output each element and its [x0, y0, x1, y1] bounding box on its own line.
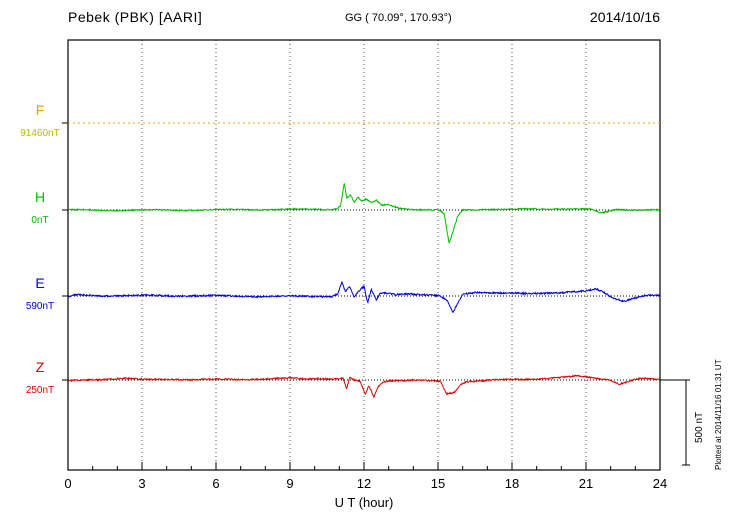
x-tick-label: 0: [64, 476, 72, 491]
scale-bar-label: 500 nT: [694, 411, 705, 443]
series-label-H: H: [34, 189, 46, 205]
series-value-Z: 250nT: [25, 385, 55, 396]
series-value-H: 0nT: [31, 215, 49, 226]
x-tick-label: 12: [356, 476, 372, 491]
plot-date: 2014/10/16: [589, 9, 660, 25]
series-label-F: F: [35, 102, 45, 118]
series-label-Z: Z: [35, 359, 45, 375]
trace-H: [67, 183, 661, 244]
geographic-coords: GG ( 70.09°, 170.93°): [345, 12, 452, 24]
x-tick-label: 9: [286, 476, 294, 491]
series-value-E: 590nT: [25, 301, 55, 312]
trace-Z: [67, 374, 661, 399]
x-tick-label: 15: [430, 476, 446, 491]
station-title: Pebek (PBK) [AARI]: [68, 9, 203, 25]
x-tick-label: 21: [578, 476, 594, 491]
x-tick-label: 3: [138, 476, 146, 491]
x-axis-label: U T (hour): [334, 495, 394, 510]
trace-E: [67, 281, 661, 313]
x-tick-label: 18: [504, 476, 520, 491]
x-tick-label: 6: [212, 476, 220, 491]
series-label-E: E: [35, 275, 45, 291]
x-tick-label: 24: [652, 476, 668, 491]
series-value-F: 91460nT: [20, 128, 60, 139]
plotted-at-note: Plotted at 2014/11/16 01:31 UT: [714, 359, 723, 470]
